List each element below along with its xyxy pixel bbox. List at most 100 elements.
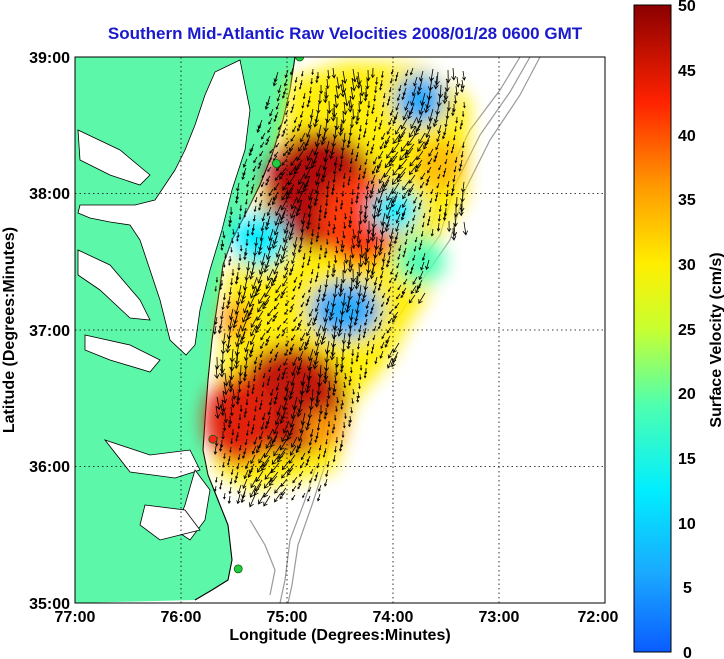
velocity-arrow <box>405 229 409 237</box>
velocity-arrow <box>284 349 289 357</box>
velocity-arrow <box>261 459 270 472</box>
velocity-arrow <box>263 259 270 273</box>
velocity-arrow <box>445 109 450 120</box>
velocity-arrow <box>400 118 408 130</box>
velocity-arrow <box>393 311 399 319</box>
colorbar-tick-label: 40 <box>678 128 696 145</box>
velocity-arrow <box>274 355 278 362</box>
colorbar-tick-label: 30 <box>678 257 696 274</box>
velocity-arrow <box>320 331 326 346</box>
velocity-arrow <box>317 222 321 231</box>
velocity-arrow <box>386 197 393 211</box>
velocity-arrow <box>266 335 271 343</box>
velocity-arrow <box>369 267 375 280</box>
velocity-arrow <box>309 246 312 254</box>
velocity-arrow <box>331 334 337 349</box>
velocity-arrow <box>291 334 296 341</box>
velocity-arrow <box>223 412 228 424</box>
velocity-arrow <box>215 476 218 483</box>
velocity-arrow <box>261 390 264 397</box>
station-marker <box>295 57 305 62</box>
velocity-arrow <box>266 379 270 386</box>
velocity-arrow <box>256 461 265 473</box>
velocity-arrow <box>372 285 377 295</box>
velocity-arrow <box>297 319 303 327</box>
velocity-arrow <box>290 196 298 210</box>
velocity-arrow <box>255 279 263 293</box>
velocity-arrow <box>383 139 390 149</box>
velocity-arrow <box>216 396 222 411</box>
velocity-arrow <box>304 379 311 394</box>
velocity-arrow <box>331 325 337 340</box>
velocity-arrow <box>392 115 398 125</box>
velocity-arrow <box>313 142 320 156</box>
velocity-arrow <box>414 236 418 243</box>
velocity-arrow <box>290 374 296 387</box>
velocity-arrow <box>376 203 382 218</box>
velocity-arrow <box>265 179 270 186</box>
velocity-arrow <box>338 123 343 137</box>
velocity-arrow <box>326 180 330 190</box>
velocity-arrow <box>264 419 270 430</box>
velocity-arrow <box>288 227 294 241</box>
velocity-arrow <box>226 326 232 340</box>
velocity-arrow <box>404 238 408 245</box>
velocity-arrow <box>303 339 310 351</box>
velocity-arrow <box>306 148 314 162</box>
velocity-arrow <box>249 334 256 346</box>
velocity-arrow <box>302 179 310 193</box>
velocity-arrow <box>362 212 368 224</box>
velocity-arrow <box>359 364 363 371</box>
velocity-arrow <box>425 259 430 270</box>
velocity-arrow <box>347 99 353 113</box>
velocity-arrow <box>349 166 352 173</box>
velocity-arrow <box>214 365 220 379</box>
velocity-arrow <box>273 262 280 275</box>
velocity-arrow <box>347 259 353 273</box>
velocity-arrow <box>251 387 254 395</box>
velocity-arrow <box>281 131 286 137</box>
velocity-arrow <box>315 164 322 178</box>
velocity-arrow <box>386 357 393 369</box>
colorbar-tick-label: 50 <box>678 0 696 15</box>
velocity-arrow <box>386 188 394 202</box>
velocity-arrow <box>235 395 240 405</box>
velocity-arrow <box>349 308 354 321</box>
velocity-arrow <box>305 459 310 466</box>
velocity-arrow <box>450 147 454 154</box>
velocity-arrow <box>320 171 326 183</box>
velocity-arrow <box>253 205 257 213</box>
velocity-arrow <box>310 77 314 85</box>
velocity-arrow <box>337 283 343 298</box>
velocity-arrow <box>305 419 310 431</box>
velocity-arrow <box>396 262 400 269</box>
y-tick-labels: 39:00 38:00 37:00 36:00 35:00 <box>29 50 70 613</box>
velocity-arrow <box>228 259 231 266</box>
velocity-arrow <box>341 190 345 197</box>
velocity-arrow <box>315 235 319 243</box>
velocity-arrow <box>362 131 366 138</box>
velocity-arrow <box>444 198 448 207</box>
velocity-arrow <box>388 237 393 248</box>
velocity-arrow <box>284 118 288 125</box>
velocity-arrow <box>418 132 426 144</box>
velocity-arrow <box>267 166 272 172</box>
velocity-arrow <box>343 221 347 230</box>
velocity-arrow <box>293 316 298 323</box>
velocity-arrow <box>262 372 266 379</box>
velocity-arrow <box>223 372 229 387</box>
velocity-arrow <box>228 219 232 228</box>
velocity-arrow <box>270 388 274 397</box>
velocity-arrow <box>313 311 319 322</box>
velocity-arrow <box>365 149 369 156</box>
velocity-arrow <box>332 387 336 397</box>
velocity-arrow <box>341 70 348 84</box>
velocity-arrow <box>350 198 354 205</box>
velocity-arrow <box>241 309 249 323</box>
velocity-arrow <box>350 357 354 365</box>
velocity-arrow <box>255 396 258 403</box>
velocity-arrow <box>455 116 459 124</box>
velocity-arrow <box>274 173 281 181</box>
velocity-arrow <box>322 371 328 385</box>
velocity-arrow <box>244 438 248 446</box>
